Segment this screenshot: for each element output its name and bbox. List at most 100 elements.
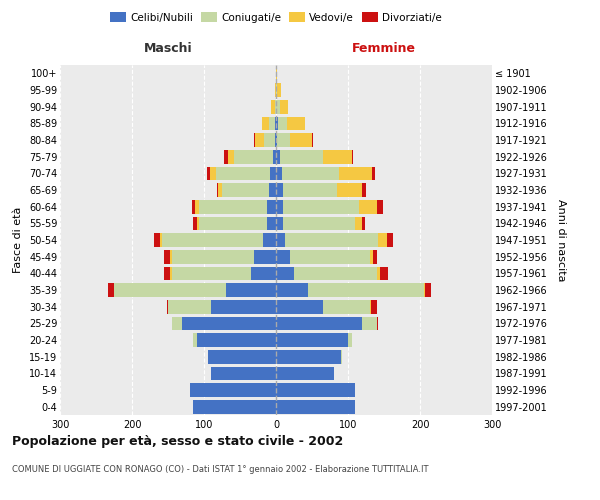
Bar (277, 83, 281, 97)
Bar (164, 266, 170, 280)
Bar (193, 216, 197, 230)
Bar (172, 250, 254, 264)
Bar (276, 100, 280, 114)
Bar (270, 166, 276, 180)
Bar (276, 383, 355, 397)
Bar (290, 133, 312, 147)
Bar (380, 266, 388, 280)
Bar (172, 316, 182, 330)
Bar (283, 216, 355, 230)
Bar (425, 283, 431, 297)
Bar (170, 250, 172, 264)
Bar (217, 183, 218, 197)
Y-axis label: Fasce di età: Fasce di età (13, 207, 23, 273)
Bar (268, 216, 276, 230)
Bar (218, 183, 222, 197)
Bar (276, 116, 278, 130)
Bar (308, 283, 424, 297)
Bar (199, 216, 268, 230)
Text: COMUNE DI UGGIATE CON RONAGO (CO) - Dati ISTAT 1° gennaio 2002 - Elaborazione TU: COMUNE DI UGGIATE CON RONAGO (CO) - Dati… (12, 465, 428, 474)
Bar (276, 183, 283, 197)
Bar (283, 200, 359, 213)
Bar (254, 250, 276, 264)
Bar (283, 183, 337, 197)
Bar (424, 283, 425, 297)
Bar (192, 200, 196, 213)
Bar (276, 350, 341, 364)
Bar (273, 150, 276, 164)
Bar (167, 300, 168, 314)
Bar (277, 133, 290, 147)
Bar (290, 250, 370, 264)
Bar (276, 83, 277, 97)
Bar (255, 133, 264, 147)
Legend: Celibi/Nubili, Coniugati/e, Vedovi/e, Divorziati/e: Celibi/Nubili, Coniugati/e, Vedovi/e, Di… (108, 10, 444, 24)
Bar (362, 183, 366, 197)
Bar (276, 283, 308, 297)
Text: Popolazione per età, sesso e stato civile - 2002: Popolazione per età, sesso e stato civil… (12, 435, 343, 448)
Bar (114, 283, 226, 297)
Bar (193, 400, 276, 413)
Bar (276, 66, 277, 80)
Bar (348, 333, 352, 347)
Bar (222, 183, 269, 197)
Bar (170, 266, 172, 280)
Text: Maschi: Maschi (143, 42, 193, 54)
Bar (275, 83, 276, 97)
Bar (276, 400, 355, 413)
Bar (182, 316, 276, 330)
Bar (275, 116, 276, 130)
Bar (312, 133, 313, 147)
Bar (263, 233, 276, 247)
Bar (207, 166, 211, 180)
Bar (211, 366, 276, 380)
Bar (323, 150, 352, 164)
Bar (377, 316, 378, 330)
Bar (168, 300, 211, 314)
Bar (228, 150, 233, 164)
Bar (276, 250, 290, 264)
Bar (276, 233, 284, 247)
Bar (340, 166, 372, 180)
Bar (254, 133, 255, 147)
Bar (276, 150, 280, 164)
Bar (211, 300, 276, 314)
Bar (362, 216, 365, 230)
Bar (275, 133, 276, 147)
Bar (282, 166, 340, 180)
Bar (172, 266, 251, 280)
Bar (276, 300, 323, 314)
Bar (197, 333, 276, 347)
Bar (287, 116, 305, 130)
Bar (276, 366, 334, 380)
Bar (276, 266, 294, 280)
Bar (224, 150, 228, 164)
Bar (280, 100, 288, 114)
Bar (284, 233, 378, 247)
Bar (269, 183, 276, 197)
Bar (264, 133, 275, 147)
Bar (276, 216, 283, 230)
Bar (251, 266, 276, 280)
Bar (199, 200, 268, 213)
Bar (162, 233, 263, 247)
Bar (193, 333, 197, 347)
Bar (216, 166, 270, 180)
Bar (276, 133, 277, 147)
Bar (233, 150, 273, 164)
Bar (269, 116, 275, 130)
Bar (370, 300, 371, 314)
Bar (276, 166, 282, 180)
Bar (359, 200, 377, 213)
Bar (352, 150, 353, 164)
Bar (323, 300, 370, 314)
Bar (275, 100, 276, 114)
Bar (197, 216, 199, 230)
Bar (371, 300, 377, 314)
Text: Femmine: Femmine (352, 42, 416, 54)
Bar (211, 166, 216, 180)
Bar (226, 283, 276, 297)
Bar (294, 266, 377, 280)
Bar (278, 116, 287, 130)
Bar (208, 350, 276, 364)
